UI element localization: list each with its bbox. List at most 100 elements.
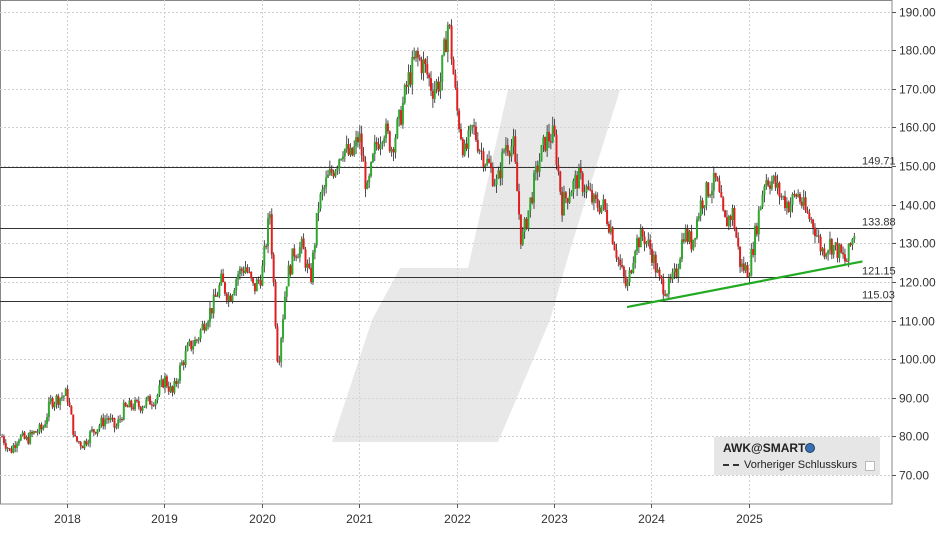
candle-down: [737, 237, 740, 247]
candle-up: [684, 228, 687, 242]
y-tick-label: 70.00: [899, 469, 929, 483]
candle-down: [555, 134, 558, 165]
candle-down: [102, 417, 105, 427]
candle-up: [521, 231, 524, 245]
candle-up: [154, 400, 157, 406]
candle-up: [639, 229, 642, 248]
candle-up: [759, 206, 762, 210]
candle-down: [23, 432, 26, 439]
candle-down: [589, 189, 592, 191]
candle-down: [330, 169, 333, 173]
candle-down: [57, 395, 60, 405]
candle-up: [285, 286, 288, 297]
candle-down: [604, 199, 607, 210]
candle-up: [109, 417, 112, 420]
candle-up: [143, 405, 146, 408]
candle-down: [347, 144, 350, 155]
candle-up: [776, 182, 779, 188]
candle-up: [180, 362, 183, 366]
candle-down: [214, 294, 217, 297]
candle-up: [192, 345, 195, 350]
candle-down: [465, 143, 468, 149]
candle-up: [231, 294, 234, 302]
candle-down: [386, 123, 389, 132]
candle-up: [504, 144, 507, 151]
candle-down: [804, 197, 807, 211]
candle-down: [499, 170, 502, 179]
level-label: 149.71: [862, 156, 896, 168]
candle-down: [619, 259, 622, 266]
candle-up: [96, 429, 99, 434]
candle-up: [467, 130, 470, 149]
candle-up: [205, 326, 208, 331]
candle-up: [244, 267, 247, 273]
legend-checkbox[interactable]: [865, 461, 875, 471]
candle-up: [572, 180, 575, 193]
candle-down: [746, 265, 749, 278]
candle-up: [261, 265, 264, 286]
candle-up: [834, 242, 837, 246]
candle-down: [94, 431, 97, 434]
candle-down: [405, 85, 408, 87]
candle-down: [733, 208, 736, 229]
level-label: 115.03: [862, 290, 895, 302]
candle-down: [707, 182, 710, 197]
candle-up: [328, 169, 331, 175]
candle-down: [10, 448, 13, 453]
candle-down: [293, 248, 296, 257]
candle-up: [740, 263, 743, 267]
candle-down: [780, 196, 783, 198]
candle-up: [512, 136, 515, 147]
candle-down: [85, 440, 88, 445]
candle-down: [798, 194, 801, 202]
candle-down: [223, 282, 226, 294]
candle-up: [334, 170, 337, 177]
candle-up: [710, 190, 713, 196]
candle-up: [791, 194, 794, 205]
x-tick-label: 2024: [638, 512, 665, 526]
candle-up: [336, 167, 339, 171]
candle-down: [559, 171, 562, 192]
candle-down: [362, 155, 365, 162]
candle-down: [739, 246, 742, 267]
candle-up: [478, 150, 481, 152]
globe-icon: [805, 443, 815, 453]
candle-up: [433, 88, 436, 99]
candle-down: [624, 276, 627, 287]
candle-down: [257, 279, 260, 281]
candle-up: [32, 431, 35, 434]
candle-up: [770, 180, 773, 189]
candle-up: [754, 225, 757, 255]
candle-up: [235, 279, 238, 291]
candle-down: [72, 414, 75, 435]
candle-down: [643, 236, 646, 245]
candle-up: [699, 200, 702, 217]
candle-down: [274, 282, 277, 327]
candle-up: [169, 386, 172, 392]
candle-up: [280, 338, 283, 362]
candle-up: [765, 180, 768, 187]
candle-up: [193, 339, 196, 346]
candle-down: [351, 147, 354, 156]
candle-down: [611, 227, 614, 244]
candle-down: [242, 270, 245, 273]
candle-down: [225, 293, 228, 301]
candle-up: [471, 125, 474, 127]
candle-down: [649, 239, 652, 250]
candle-down: [418, 57, 421, 60]
candle-up: [156, 394, 159, 401]
candle-up: [201, 323, 204, 330]
candle-up: [785, 201, 788, 209]
candle-up: [64, 388, 67, 396]
candle-up: [394, 137, 397, 153]
candle-up: [574, 175, 577, 181]
candle-up: [44, 423, 47, 428]
candle-down: [248, 271, 251, 273]
candle-down: [606, 209, 609, 224]
candle-down: [304, 249, 307, 268]
candle-down: [637, 238, 640, 248]
candle-up: [349, 147, 352, 155]
candle-down: [784, 196, 787, 209]
candle-up: [647, 239, 650, 242]
candle-down: [476, 140, 479, 152]
